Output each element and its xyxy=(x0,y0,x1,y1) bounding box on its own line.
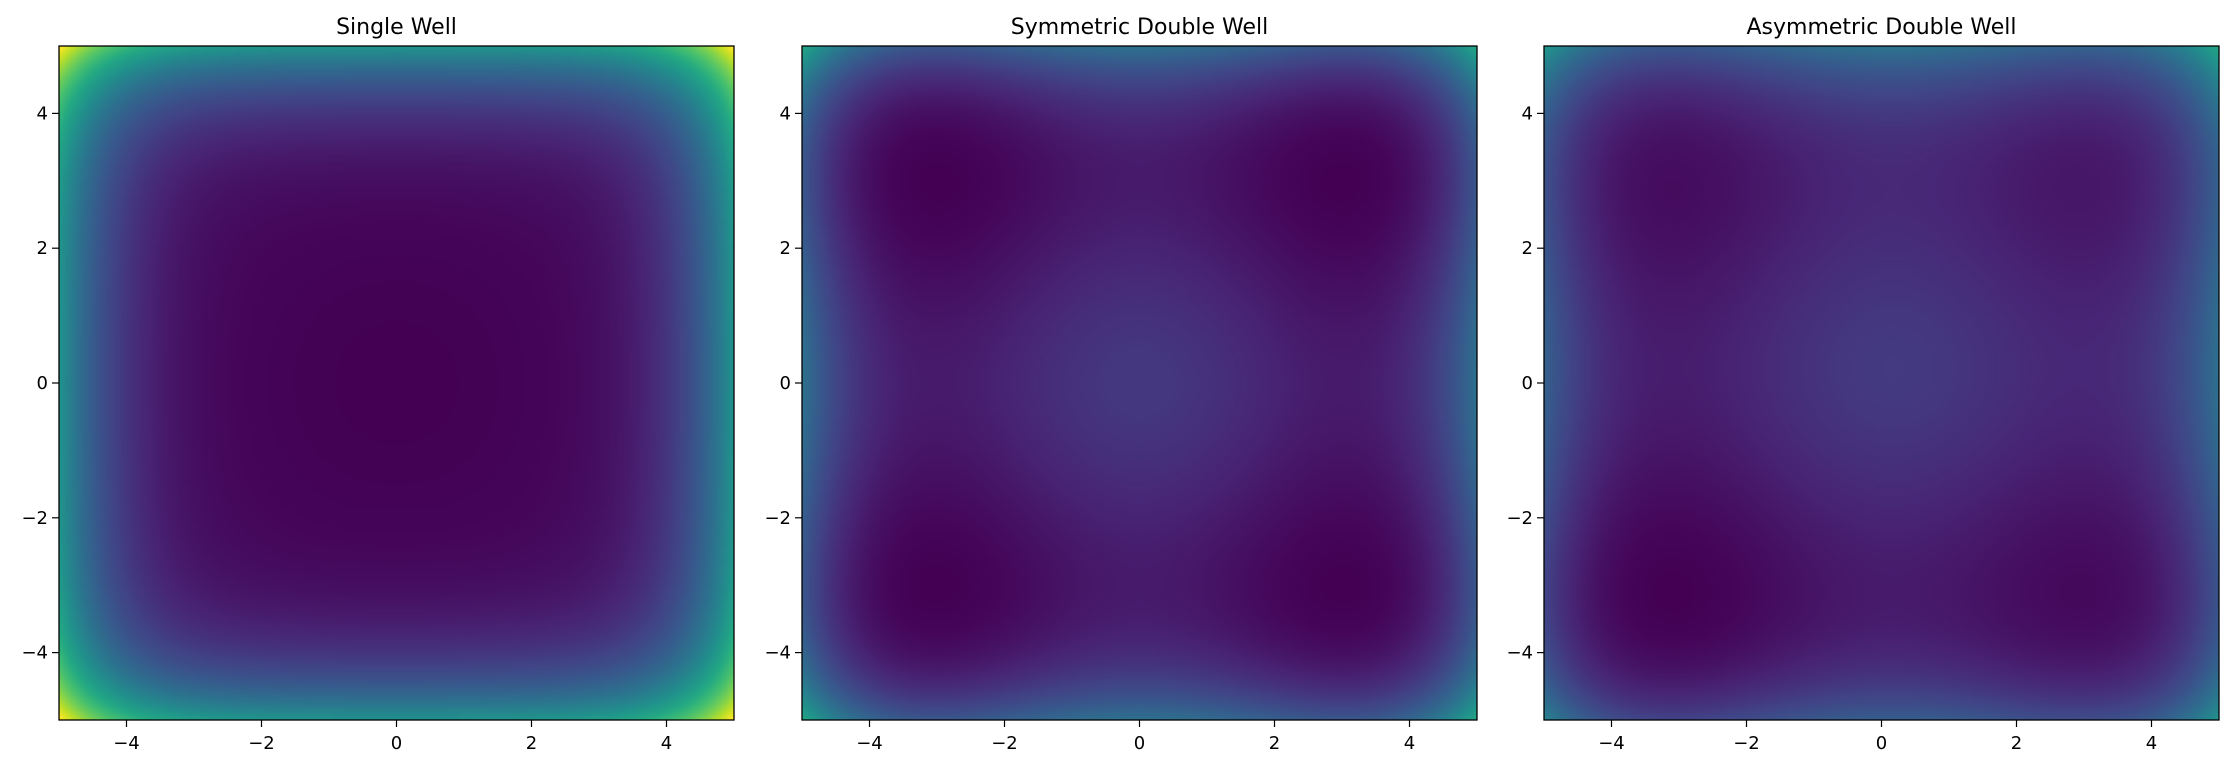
y-tick-label: 2 xyxy=(1522,238,1533,259)
chart-panel-2: Symmetric Double Well −4 −2 0 2 4 −4 −2 0 2 4 xyxy=(764,15,1478,754)
y-tick-label: −4 xyxy=(21,643,48,664)
x-tick-label: 2 xyxy=(2011,733,2022,754)
x-tick-label: −2 xyxy=(991,733,1018,754)
x-tick-label: −4 xyxy=(856,733,883,754)
y-tick-label: 4 xyxy=(37,103,48,124)
heatmap-image xyxy=(802,46,1477,720)
y-tick-label: 0 xyxy=(780,373,791,394)
y-tick-label: −2 xyxy=(21,508,48,529)
x-tick-label: 4 xyxy=(661,733,672,754)
x-tick-label: −2 xyxy=(1733,733,1760,754)
x-tick-label: 0 xyxy=(1876,733,1887,754)
y-tick-label: 0 xyxy=(1522,373,1533,394)
panel-title: Asymmetric Double Well xyxy=(1747,15,2017,40)
x-tick-label: −4 xyxy=(113,733,140,754)
y-tick-label: 0 xyxy=(37,373,48,394)
x-tick-label: −2 xyxy=(248,733,275,754)
x-tick-label: 2 xyxy=(1269,733,1280,754)
x-tick-label: 2 xyxy=(526,733,537,754)
y-tick-label: −2 xyxy=(1506,508,1533,529)
y-tick-label: −2 xyxy=(764,508,791,529)
y-tick-label: 4 xyxy=(1522,103,1533,124)
y-tick-label: −4 xyxy=(764,643,791,664)
panel-title: Symmetric Double Well xyxy=(1011,15,1268,40)
x-tick-label: 4 xyxy=(2146,733,2157,754)
chart-panel-3: Asymmetric Double Well −4 −2 0 2 4 −4 −2 0 2 4 xyxy=(1506,15,2220,754)
y-tick-label: 4 xyxy=(780,103,791,124)
chart-panel-1: Single Well −4 −2 0 2 4 −4 −2 0 2 4 xyxy=(21,15,735,754)
y-tick-label: −4 xyxy=(1506,643,1533,664)
x-tick-label: 4 xyxy=(1404,733,1415,754)
heatmap-image xyxy=(59,46,734,720)
y-tick-label: 2 xyxy=(37,238,48,259)
y-tick-label: 2 xyxy=(780,238,791,259)
x-tick-label: −4 xyxy=(1598,733,1625,754)
panel-title: Single Well xyxy=(336,15,457,40)
x-tick-label: 0 xyxy=(391,733,402,754)
heatmap-image xyxy=(1544,46,2219,720)
x-tick-label: 0 xyxy=(1134,733,1145,754)
